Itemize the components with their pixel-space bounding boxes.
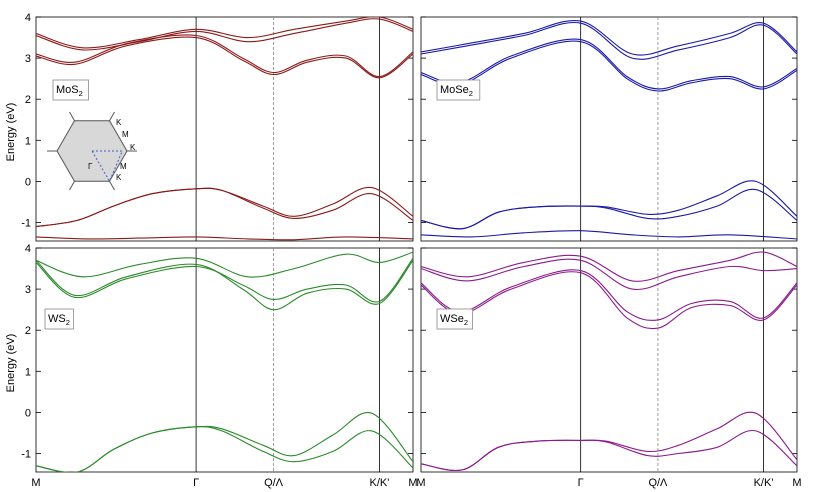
band-line-0 (36, 186, 413, 228)
panel-MoS2: -1 0 1 2 3 4 MoS2 (21, 12, 414, 242)
band-line-3 (421, 40, 797, 92)
band-line-4 (421, 38, 797, 90)
band-line-6 (421, 19, 797, 56)
band-line-3 (36, 36, 413, 79)
y-tick-label: 2 (25, 94, 31, 106)
y-tick-label: -1 (21, 449, 31, 461)
y-tick-label: 3 (25, 53, 31, 65)
band-line-2 (421, 271, 797, 330)
band-line-3 (36, 257, 413, 303)
bz-label: K (130, 143, 136, 152)
band-line-1 (36, 426, 413, 472)
bz-edge (109, 181, 115, 191)
bz-label: K (116, 118, 122, 127)
bands (36, 17, 413, 241)
band-line-2 (36, 236, 413, 241)
x-tick-label: M (416, 477, 425, 489)
y-tick-label: -1 (21, 218, 31, 230)
band-line-1 (36, 187, 413, 228)
y-tick-label: 4 (25, 12, 31, 24)
bz-label: M (122, 130, 129, 139)
material-label: WS2 (44, 308, 74, 330)
panel-frame (35, 16, 414, 242)
material-name: WSe2 (440, 313, 468, 327)
x-tick-label: Q/Λ (648, 477, 668, 489)
x-tick-label: M (31, 477, 40, 489)
x-tick-label: M (408, 477, 417, 489)
x-tick-label: Γ (193, 477, 199, 489)
y-tick-label: 4 (25, 243, 31, 255)
panel-frame (35, 247, 414, 473)
y-axis-label-top: Energy (eV) (5, 103, 17, 162)
band-line-1 (421, 430, 797, 472)
material-name: WS2 (48, 313, 70, 327)
bz-edge (69, 181, 75, 191)
material-label: WSe2 (436, 308, 473, 330)
material-subscript: 2 (469, 89, 473, 98)
band-line-4 (36, 251, 413, 278)
x-tick-label: Q/Λ (264, 477, 284, 489)
material-subscript: 2 (66, 318, 70, 327)
band-line-5 (421, 21, 797, 60)
material-label: MoS2 (52, 79, 89, 101)
y-tick-label: 0 (25, 407, 31, 419)
band-line-4 (421, 258, 797, 291)
panel-MoSe2: MoSe2 (420, 16, 798, 242)
material-name: MoS2 (56, 84, 83, 98)
band-line-3 (421, 269, 797, 321)
y-tick-label: 0 (25, 176, 31, 188)
band-line-5 (421, 251, 797, 282)
band-line-1 (421, 188, 797, 230)
x-tick-label: M (792, 477, 801, 489)
y-tick-label: 1 (25, 366, 31, 378)
y-tick-label: 1 (25, 135, 31, 147)
bands (421, 251, 797, 472)
y-tick-label: 2 (25, 325, 31, 337)
bz-edge (109, 111, 115, 121)
band-line-0 (421, 180, 797, 230)
x-tick-label: Γ (578, 477, 584, 489)
band-line-5 (36, 18, 413, 51)
material-subscript: 2 (464, 318, 468, 327)
material-name: MoSe2 (440, 84, 473, 98)
panel-WS2: -1 0 1 2 3 4 WS2 M Γ Q/Λ K/K' M (21, 243, 417, 489)
band-line-4 (36, 34, 413, 78)
x-tick-label: K/K' (370, 477, 390, 489)
panel-WSe2: WSe2 Γ Q/Λ K/K' M M (416, 247, 802, 489)
y-axis-label-bottom: Energy (eV) (5, 334, 17, 393)
bz-label: K (116, 173, 122, 182)
band-line-2 (36, 259, 413, 311)
x-tick-label: K/K' (754, 477, 774, 489)
y-tick-label: 3 (25, 284, 31, 296)
bands (36, 251, 413, 472)
bz-path (91, 150, 124, 183)
panel-frame (420, 16, 798, 242)
band-line-2 (421, 230, 797, 240)
band-line-6 (36, 17, 413, 49)
panel-frame (420, 247, 798, 473)
material-label: MoSe2 (436, 79, 481, 101)
material-subscript: 2 (79, 89, 83, 98)
bz-label: Γ (88, 162, 93, 171)
bz-label: M (120, 162, 127, 171)
bands (421, 19, 797, 240)
bz-edge (69, 111, 75, 121)
